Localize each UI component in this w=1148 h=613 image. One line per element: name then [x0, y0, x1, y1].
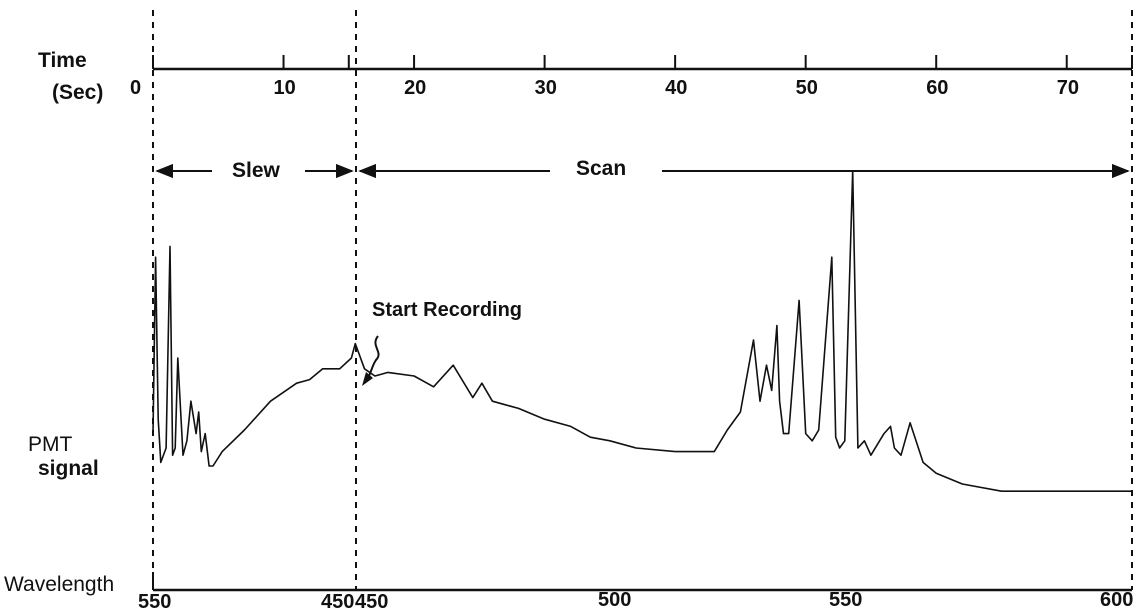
- time-tick-label: 50: [795, 77, 818, 99]
- time-tick-label: 10: [273, 77, 296, 99]
- time-tick-label: 40: [665, 77, 688, 99]
- time-axis-ticks: [152, 55, 1133, 69]
- time-tick-label: 70: [1056, 77, 1079, 99]
- wavelength-tick-label: 450: [321, 591, 355, 613]
- pmt-signal-trace: [152, 170, 1132, 493]
- time-axis-unit: (Sec): [52, 81, 104, 104]
- time-tick-label: 20: [404, 77, 427, 99]
- time-tick-label: 60: [926, 77, 949, 99]
- wavelength-tick-label: 550: [138, 591, 172, 613]
- wavelength-tick-label: 500: [598, 589, 632, 611]
- pmt-signal-label-line1: PMT: [28, 433, 73, 456]
- pmt-signal-label-line2: signal: [38, 457, 99, 480]
- wavelength-tick-label: 550: [829, 589, 863, 611]
- time-tick-label: 30: [534, 77, 557, 99]
- scan-label: Scan: [576, 157, 627, 180]
- wavelength-tick-label: 450: [355, 591, 389, 613]
- wavelength-axis-label: Wavelength: [4, 573, 115, 596]
- start-recording-arrowhead: [362, 372, 373, 386]
- start-recording-pointer: [367, 335, 380, 379]
- time-axis-label: Time: [38, 49, 87, 72]
- time-tick-label: 0: [130, 77, 142, 99]
- wavelength-tick-label: 600: [1100, 589, 1134, 611]
- slew-label: Slew: [232, 159, 280, 182]
- start-recording-label: Start Recording: [372, 299, 523, 321]
